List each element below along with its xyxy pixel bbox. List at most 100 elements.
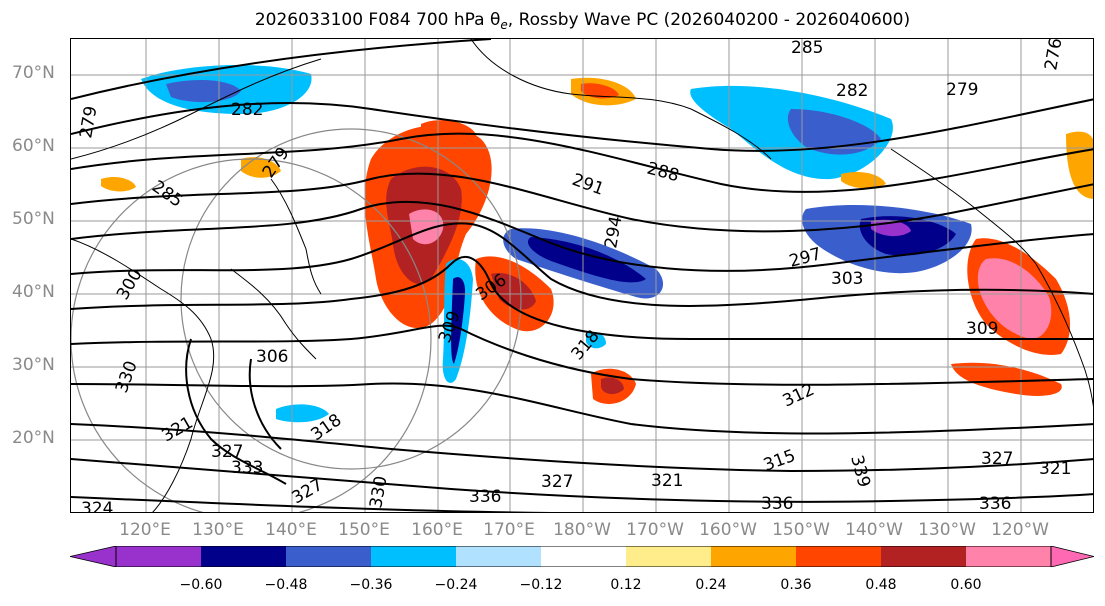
warm-anomaly-central-north — [421, 120, 476, 145]
contour-label-327-south: 327 — [289, 475, 327, 509]
colorbar-tick-036: 0.36 — [780, 577, 812, 593]
lon-label-150e: 150°E — [338, 520, 390, 540]
map-canvas: 285 282 279 279 282 276 279 285 279 291 … — [71, 39, 1093, 513]
lon-label-150w: 150°W — [772, 520, 830, 540]
colorbar-tick-024: 0.24 — [695, 577, 727, 593]
cold-anomaly-north-core — [787, 109, 881, 155]
contour-label-327-east: 327 — [981, 449, 1013, 469]
contour-label-279-east: 279 — [946, 80, 978, 100]
colorbar-bin-9 — [796, 546, 881, 567]
lat-label-40n: 40°N — [12, 282, 55, 302]
contour-label-303: 303 — [831, 269, 863, 289]
contour-label-285-west: 285 — [148, 177, 186, 212]
contour-label-327-west: 327 — [211, 442, 243, 462]
warm-anomaly-west2 — [101, 176, 136, 192]
colorbar-extend-max — [1050, 546, 1094, 567]
contour-label-294: 294 — [601, 214, 626, 249]
contour-lines — [71, 39, 1093, 512]
cold-anomaly-north — [690, 85, 893, 180]
colorbar-extend-min — [70, 546, 117, 567]
contour-label-276: 276 — [1041, 39, 1066, 72]
title-subscript: e — [500, 18, 508, 32]
contour-label-321-west: 321 — [159, 413, 197, 447]
contour-label-282-west: 282 — [231, 100, 263, 120]
colorbar-bin-1 — [116, 546, 201, 567]
contour-label-318-center: 318 — [568, 326, 604, 364]
lon-label-160e: 160°E — [411, 520, 463, 540]
lon-label-120e: 120°E — [119, 520, 171, 540]
lon-label-160w: 160°W — [699, 520, 757, 540]
colorbar-bin-5 — [456, 546, 541, 567]
graticule — [71, 39, 1093, 512]
colorbar-bin-7 — [626, 546, 711, 567]
cold-anomaly-band-core — [527, 237, 646, 283]
contour-label-336-far-east: 336 — [979, 494, 1011, 513]
cold-anomaly-trough-core — [451, 277, 466, 364]
colorbar-bin-2 — [201, 546, 286, 567]
cold-anomaly-northwest-core — [166, 79, 241, 103]
contour-label-279-west: 279 — [76, 104, 101, 139]
warm-anomaly-central-peak — [409, 209, 444, 245]
contour-label-336-center: 336 — [469, 487, 501, 507]
title-prefix: 2026033100 F084 700 hPa θ — [254, 10, 501, 30]
contour-label-282-east: 282 — [836, 81, 868, 101]
warm-anomaly-east-small — [841, 172, 886, 189]
lon-label-180w: 180°W — [553, 520, 611, 540]
lat-label-60n: 60°N — [12, 136, 55, 156]
lon-label-130e: 130°E — [192, 520, 244, 540]
cold-anomaly-subtropic — [586, 332, 606, 349]
contour-label-330-south: 330 — [366, 474, 391, 509]
warm-anomaly-north-central-core — [581, 83, 619, 99]
colorbar-tick-048: 0.48 — [865, 577, 897, 593]
warm-anomaly-west — [241, 157, 281, 178]
colorbar-tick-neg036: −0.36 — [349, 577, 393, 593]
contour-label-309-east: 309 — [966, 319, 998, 339]
warm-anomaly-subtropic-core — [601, 377, 624, 395]
warm-anomaly-east-coast-core — [977, 258, 1052, 339]
lat-label-70n: 70°N — [12, 63, 55, 83]
colorbar-bin-6 — [541, 546, 626, 567]
colorbar-tick-neg012: −0.12 — [519, 577, 563, 593]
lon-label-120w: 120°W — [991, 520, 1049, 540]
lon-label-140e: 140°E — [265, 520, 317, 540]
lon-label-140w: 140°W — [845, 520, 903, 540]
colorbar-bin-4 — [371, 546, 456, 567]
contour-label-291: 291 — [569, 170, 606, 200]
plot-title: 2026033100 F084 700 hPa θe, Rossby Wave … — [0, 10, 1105, 32]
contour-label-336-east: 336 — [761, 494, 793, 513]
contour-label-324: 324 — [81, 499, 113, 513]
colorbar-tick-012: 0.12 — [610, 577, 642, 593]
contour-label-330-west: 330 — [112, 358, 142, 395]
colorbar-bin-10 — [881, 546, 966, 567]
range-circles — [71, 128, 522, 512]
lat-label-50n: 50°N — [12, 209, 55, 229]
colorbar-tick-neg060: −0.60 — [179, 577, 223, 593]
warm-anomaly-east-lower — [951, 362, 1062, 396]
warm-anomaly-lobe-core — [491, 273, 536, 310]
colorbar — [70, 546, 1094, 567]
colorbar-bin-8 — [711, 546, 796, 567]
colorbar-tick-neg024: −0.24 — [434, 577, 478, 593]
title-suffix: , Rossby Wave PC (2026040200 - 202604060… — [507, 10, 911, 30]
colorbar-bin-11 — [966, 546, 1051, 567]
lat-label-30n: 30°N — [12, 355, 55, 375]
contour-label-306-west: 306 — [256, 347, 288, 367]
contour-label-327-center: 327 — [541, 472, 573, 492]
colorbar-tick-neg048: −0.48 — [264, 577, 308, 593]
coastlines — [71, 39, 1093, 512]
contour-label-333: 333 — [231, 458, 263, 478]
lon-label-130w: 130°W — [918, 520, 976, 540]
contour-label-297: 297 — [787, 244, 824, 272]
colorbar-bin-3 — [286, 546, 371, 567]
contour-label-339: 339 — [846, 453, 874, 490]
lon-label-170w: 170°W — [626, 520, 684, 540]
cold-anomaly-south-west — [276, 404, 329, 423]
contour-label-321-east: 321 — [1039, 459, 1071, 479]
map-panel: 285 282 279 279 282 276 279 285 279 291 … — [70, 38, 1094, 513]
lon-label-170e: 170°E — [483, 520, 535, 540]
contour-label-285-top: 285 — [791, 39, 823, 58]
lat-label-20n: 20°N — [12, 428, 55, 448]
colorbar-tick-060: 0.60 — [950, 577, 982, 593]
contour-label-288: 288 — [645, 159, 682, 187]
contour-label-321-center: 321 — [651, 471, 683, 491]
